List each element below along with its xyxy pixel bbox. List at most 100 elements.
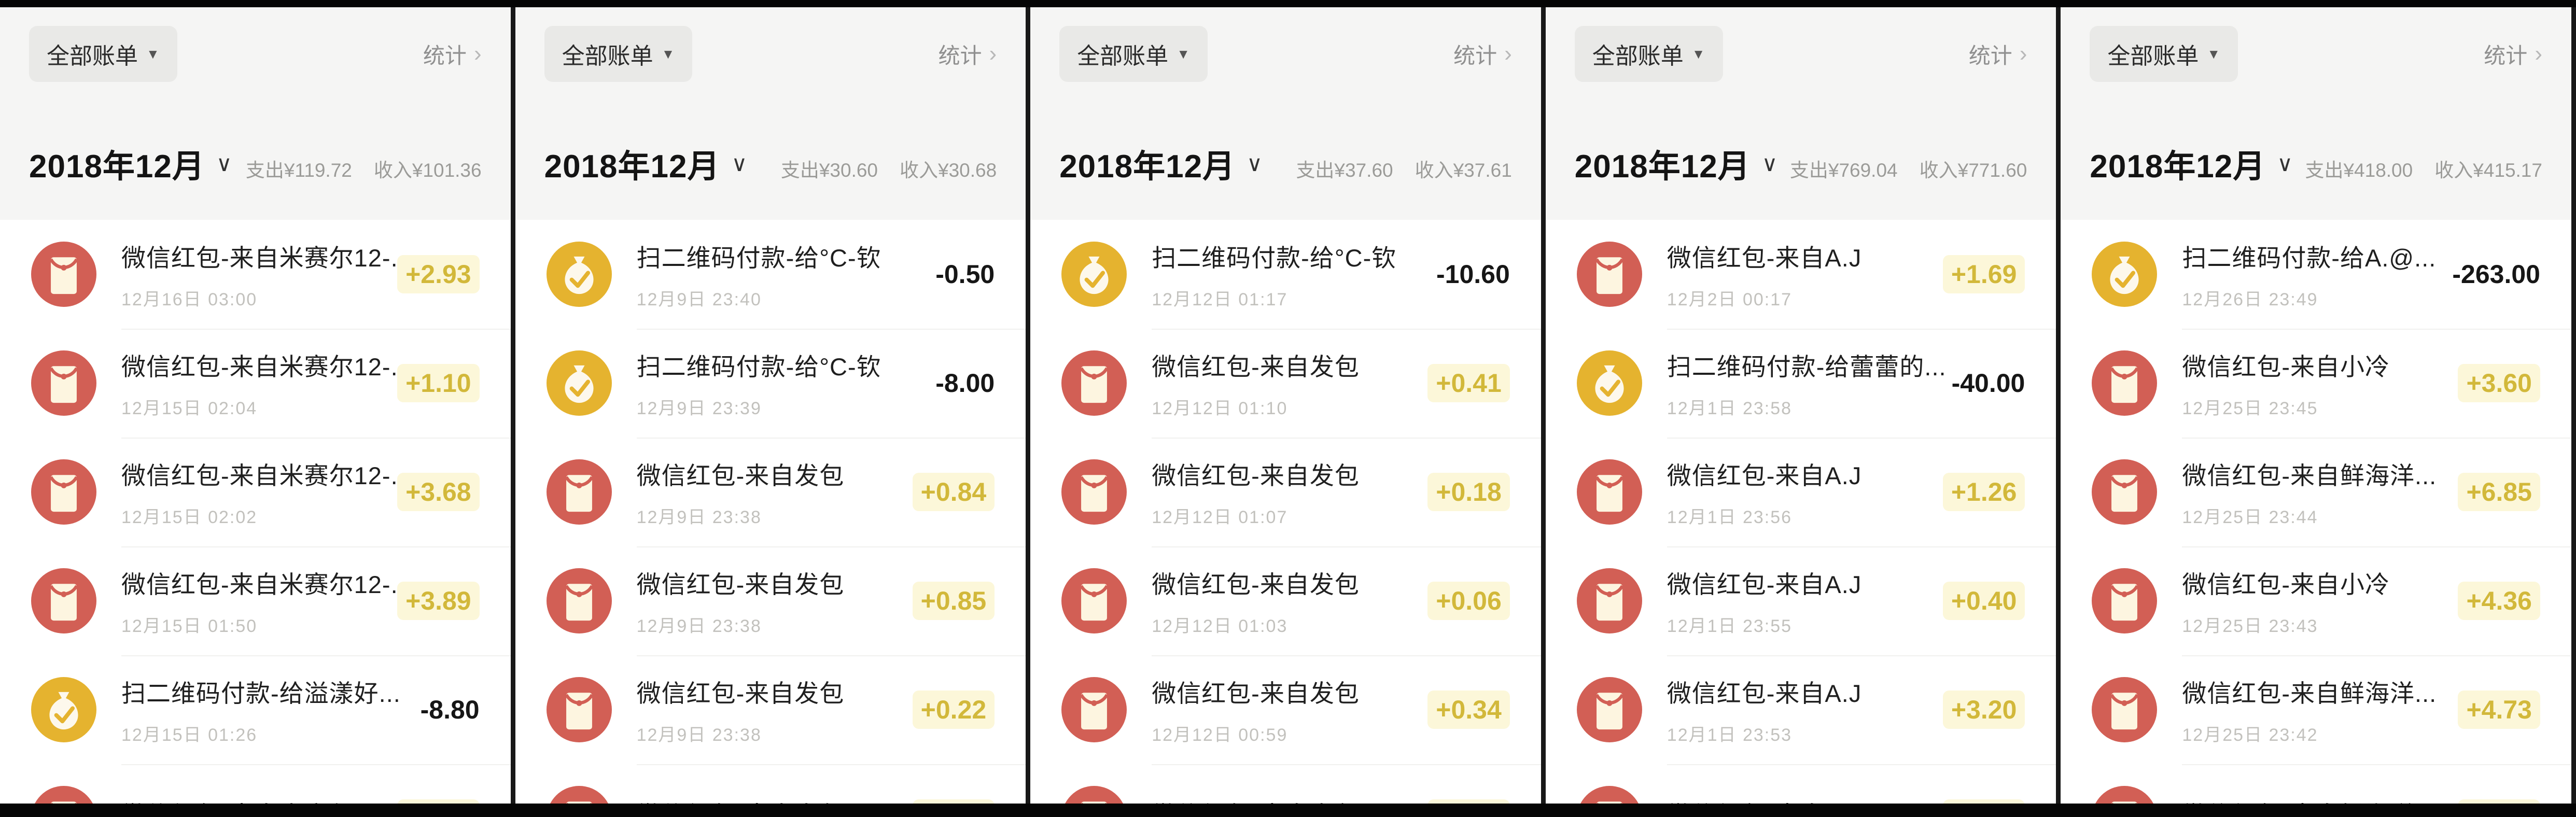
transaction-title: 扫二维码付款-给溢漾好... [121,680,401,707]
chevron-down-icon: ∨ [1761,151,1778,176]
transaction-row[interactable]: 微信红包-来自A.J 12月1日 23:55 +0.40 [1546,546,2056,655]
account-filter-dropdown[interactable]: 全部账单 ▼ [2090,26,2238,82]
transaction-title: 微信红包-来自小冷 [2182,353,2390,381]
transaction-title: 微信红包-来自发包 [636,571,845,598]
transaction-date: 12月25日 23:42 [2182,725,2318,745]
bill-panel: 全部账单 ▼ 统计 › 2018年12月 ∨ 支出¥37.60 收入¥37.61 [1030,0,1546,817]
transaction-amount: -263.00 [2452,260,2540,289]
transaction-title: 微信红包-来自A.J [1667,462,1862,489]
panel-header-area: 全部账单 ▼ 统计 › 2018年12月 ∨ 支出¥37.60 收入¥37.61 [1030,0,1541,220]
transaction-title: 微信红包-来自鲜海洋... [2182,680,2437,707]
top-black-bar [0,0,2576,7]
chevron-right-icon: › [2535,41,2542,66]
transaction-row[interactable]: 微信红包-来自A.J 12月2日 00:17 +1.69 [1546,220,2056,329]
income-total: 收入¥415.17 [2434,160,2542,181]
transaction-row[interactable]: 微信红包-来自米赛尔12-... 12月15日 02:02 +3.68 [0,438,511,546]
transaction-row[interactable]: 微信红包-来自发包 12月12日 01:07 +0.18 [1030,438,1541,546]
month-selector[interactable]: 2018年12月 ∨ [29,140,232,187]
transaction-title: 扫二维码付款-给°C-钦 [1152,244,1397,272]
transaction-row[interactable]: 微信红包-来自发包 12月12日 01:10 +0.41 [1030,329,1541,438]
stats-label: 统计 [2484,43,2528,68]
transaction-date: 12月26日 23:49 [2182,290,2318,309]
transaction-date: 12月15日 02:02 [121,508,258,527]
account-filter-dropdown[interactable]: 全部账单 ▼ [1059,26,1208,82]
red-packet-icon [1576,568,1642,633]
income-total: 收入¥771.60 [1919,160,2027,181]
bottom-black-bar [0,804,2576,817]
transaction-date: 12月12日 01:03 [1152,616,1288,636]
month-summary: 支出¥30.60 收入¥30.68 [781,154,997,187]
transaction-row[interactable]: 扫二维码付款-给°C-钦 12月9日 23:40 -0.50 [515,220,1026,329]
account-filter-label: 全部账单 [47,44,138,69]
transaction-row[interactable]: 扫二维码付款-给蕾蕾的... 12月1日 23:58 -40.00 [1546,329,2056,438]
transaction-date: 12月1日 23:58 [1667,399,1793,418]
stats-link[interactable]: 统计 › [939,38,997,70]
bill-panel: 全部账单 ▼ 统计 › 2018年12月 ∨ 支出¥769.04 收入¥771.… [1545,0,2061,817]
transaction-row[interactable]: 扫二维码付款-给°C-钦 12月12日 01:17 -10.60 [1030,220,1541,329]
transaction-amount: -8.80 [420,695,480,724]
transaction-row[interactable]: 微信红包-来自小冷 12月25日 23:43 +4.36 [2061,546,2571,655]
transaction-row[interactable]: 微信红包-来自A.J 12月1日 23:56 +1.26 [1546,438,2056,546]
transaction-row[interactable]: 扫二维码付款-给溢漾好... 12月15日 01:26 -8.80 [0,655,511,764]
scan-pay-money-bag-icon [546,350,612,416]
red-packet-icon [2092,459,2158,525]
transaction-row[interactable]: 微信红包-来自米赛尔12-... 12月15日 01:50 +3.89 [0,546,511,655]
transaction-date: 12月9日 23:39 [636,399,762,418]
month-selector[interactable]: 2018年12月 ∨ [544,140,748,187]
expense-total: 支出¥119.72 [245,160,352,181]
transaction-amount: +1.26 [1942,473,2025,511]
chevron-down-icon: ∨ [2277,151,2293,176]
transaction-row[interactable]: 微信红包-来自发包 12月9日 23:38 +0.84 [515,438,1026,546]
transaction-amount: +0.34 [1427,691,1510,729]
transaction-row[interactable]: 微信红包-来自小冷 12月25日 23:45 +3.60 [2061,329,2571,438]
transaction-title: 微信红包-来自发包 [636,680,845,707]
income-total: 收入¥101.36 [373,160,482,181]
transaction-row[interactable]: 扫二维码付款-给°C-钦 12月9日 23:39 -8.00 [515,329,1026,438]
red-packet-icon [2092,677,2158,742]
month-summary: 支出¥119.72 收入¥101.36 [246,154,482,187]
transaction-amount: +0.18 [1427,473,1510,511]
panel-header-area: 全部账单 ▼ 统计 › 2018年12月 ∨ 支出¥418.00 收入¥415.… [2061,0,2571,220]
transaction-title: 微信红包-来自A.J [1667,571,1862,598]
expense-total: 支出¥769.04 [1789,160,1898,181]
transaction-row[interactable]: 微信红包-来自发包 12月12日 01:03 +0.06 [1030,546,1541,655]
stats-link[interactable]: 统计 › [423,38,482,70]
transaction-row[interactable]: 微信红包-来自A.J 12月1日 23:53 +3.20 [1546,655,2056,764]
transaction-row[interactable]: 微信红包-来自鲜海洋... 12月25日 23:42 +4.73 [2061,655,2571,764]
red-packet-icon [1061,677,1127,742]
month-label: 2018年12月 [29,149,205,185]
bill-panel: 全部账单 ▼ 统计 › 2018年12月 ∨ 支出¥119.72 收入¥101.… [0,0,515,817]
transaction-row[interactable]: 微信红包-来自发包 12月9日 23:38 +0.85 [515,546,1026,655]
month-selector[interactable]: 2018年12月 ∨ [1575,140,1778,187]
transaction-row[interactable]: 微信红包-来自发包 12月12日 00:59 +0.34 [1030,655,1541,764]
panel-header-area: 全部账单 ▼ 统计 › 2018年12月 ∨ 支出¥30.60 收入¥30.68 [515,0,1026,220]
month-selector[interactable]: 2018年12月 ∨ [1059,140,1263,187]
red-packet-icon [2092,350,2158,416]
red-packet-icon [1061,568,1127,633]
expense-total: 支出¥418.00 [2305,160,2413,181]
account-filter-dropdown[interactable]: 全部账单 ▼ [1574,26,1723,82]
stats-link[interactable]: 统计 › [1969,38,2027,70]
month-selector[interactable]: 2018年12月 ∨ [2090,140,2293,187]
transaction-row[interactable]: 扫二维码付款-给A.@... 12月26日 23:49 -263.00 [2061,220,2571,329]
transaction-title: 微信红包-来自米赛尔12-... [121,244,413,272]
transaction-row[interactable]: 微信红包-来自发包 12月9日 23:38 +0.22 [515,655,1026,764]
red-packet-icon [1576,677,1642,742]
stats-link[interactable]: 统计 › [1453,38,1512,70]
account-filter-label: 全部账单 [1077,44,1169,69]
transaction-row[interactable]: 微信红包-来自米赛尔12-... 12月15日 02:04 +1.10 [0,329,511,438]
stats-link[interactable]: 统计 › [2484,38,2542,70]
transaction-row[interactable]: 微信红包-来自鲜海洋... 12月25日 23:44 +6.85 [2061,438,2571,546]
transaction-date: 12月25日 23:43 [2182,616,2318,636]
chevron-right-icon: › [989,41,997,66]
bill-panel: 全部账单 ▼ 统计 › 2018年12月 ∨ 支出¥30.60 收入¥30.68 [515,0,1031,817]
month-label: 2018年12月 [1574,149,1751,185]
chevron-down-icon: ▼ [1177,46,1190,62]
account-filter-dropdown[interactable]: 全部账单 ▼ [29,26,177,82]
transaction-list: 微信红包-来自A.J 12月2日 00:17 +1.69 扫二维码付款-给蕾蕾的… [1545,220,2056,817]
transaction-date: 12月9日 23:40 [636,290,762,309]
chevron-right-icon: › [473,41,482,66]
account-filter-dropdown[interactable]: 全部账单 ▼ [544,26,693,82]
transaction-row[interactable]: 微信红包-来自米赛尔12-... 12月16日 03:00 +2.93 [0,220,511,329]
